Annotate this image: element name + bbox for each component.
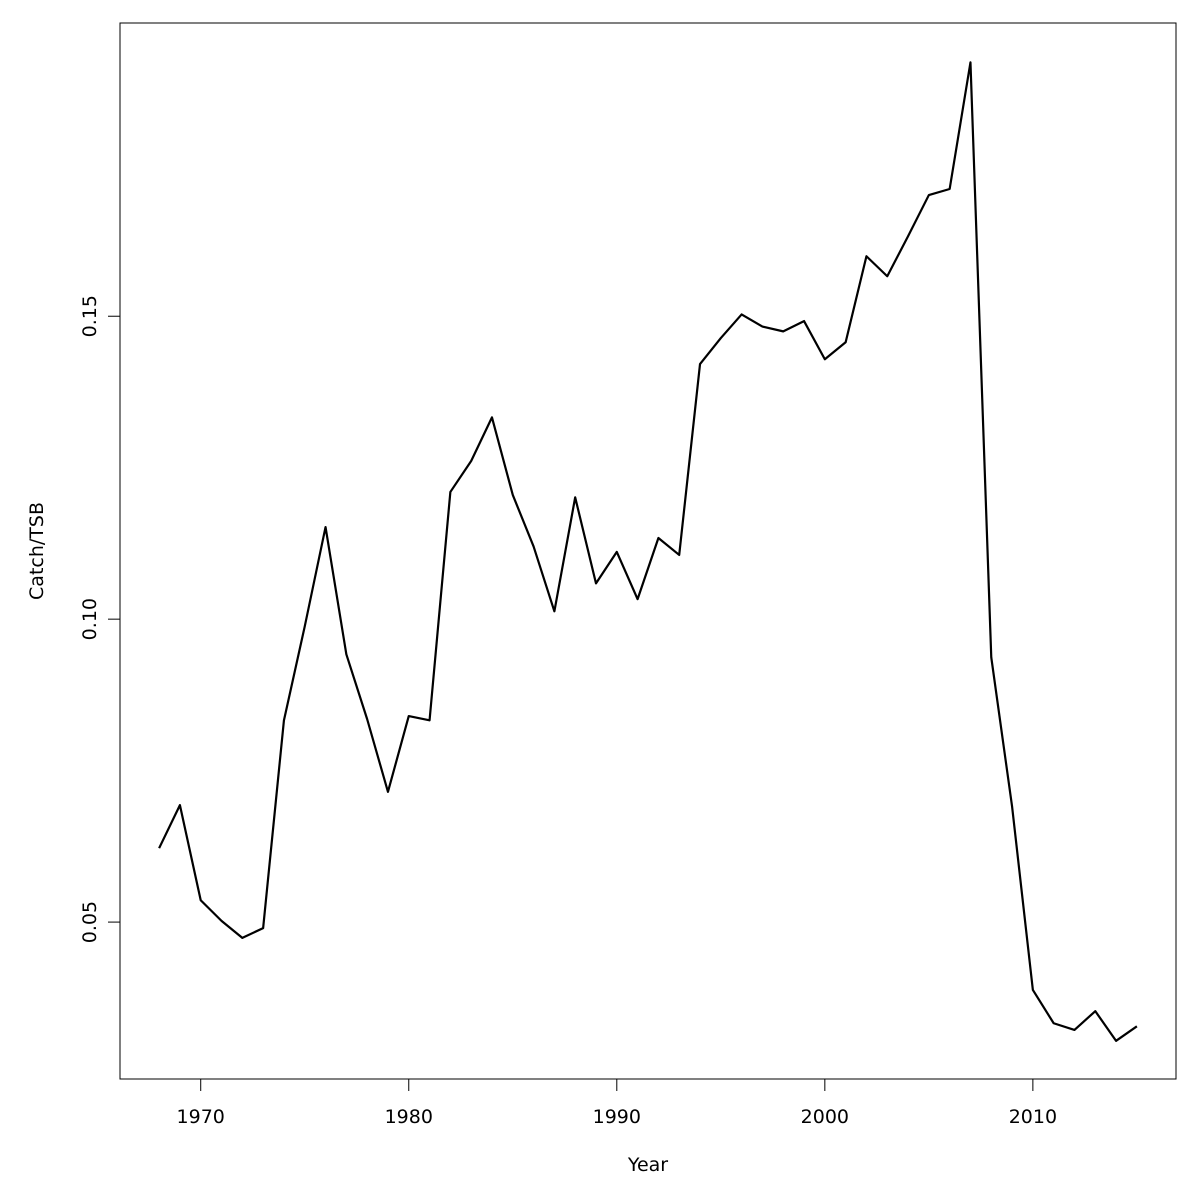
x-tick-label: 1980: [385, 1106, 433, 1128]
x-axis-title: Year: [627, 1154, 668, 1176]
y-axis-title: Catch/TSB: [26, 502, 48, 600]
data-line: [158, 61, 1138, 1042]
x-tick-label: 2000: [801, 1106, 849, 1128]
y-tick-label: 0.10: [79, 598, 101, 640]
x-tick-label: 1990: [593, 1106, 641, 1128]
y-tick-label: 0.15: [79, 295, 101, 337]
plot-frame: [119, 22, 1177, 1080]
x-tick-label: 1970: [177, 1106, 225, 1128]
y-tick-label: 0.05: [79, 901, 101, 943]
x-tick-label: 2010: [1009, 1106, 1057, 1128]
